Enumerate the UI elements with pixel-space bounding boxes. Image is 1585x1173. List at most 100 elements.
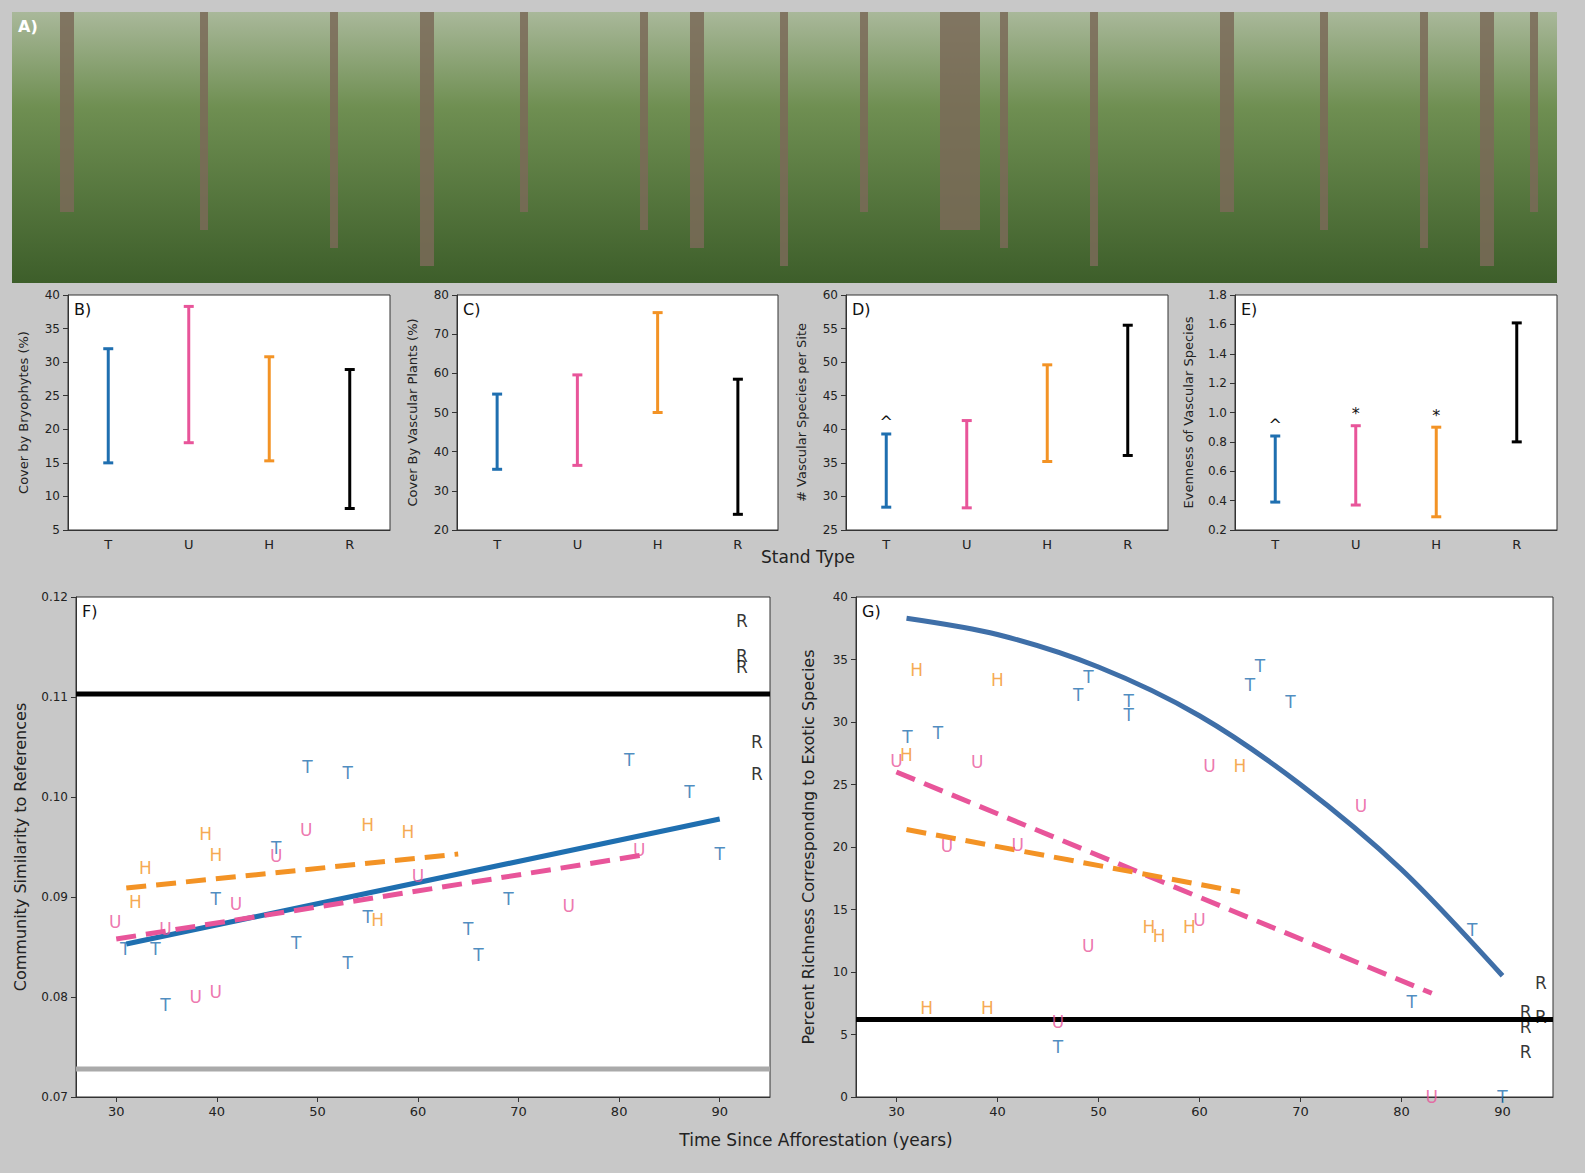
- svg-text:20: 20: [833, 840, 848, 854]
- svg-text:1.0: 1.0: [1208, 406, 1227, 420]
- svg-text:U: U: [1351, 537, 1361, 552]
- svg-text:U: U: [633, 840, 645, 860]
- svg-text:H: H: [361, 815, 374, 835]
- svg-text:U: U: [189, 987, 201, 1007]
- svg-text:H: H: [209, 845, 222, 865]
- svg-text:U: U: [1052, 1012, 1064, 1032]
- svg-text:T: T: [623, 750, 635, 770]
- svg-text:R: R: [1535, 973, 1547, 993]
- svg-text:T: T: [492, 537, 501, 552]
- svg-text:R: R: [736, 611, 748, 631]
- svg-text:R: R: [1520, 1017, 1532, 1037]
- svg-text:U: U: [1355, 796, 1367, 816]
- svg-text:H: H: [1233, 756, 1246, 776]
- svg-text:5: 5: [52, 523, 60, 537]
- svg-text:40: 40: [45, 288, 60, 302]
- svg-text:30: 30: [45, 355, 60, 369]
- svg-text:Cover By Vascular Plants (%): Cover By Vascular Plants (%): [405, 318, 420, 506]
- svg-text:H: H: [1183, 917, 1196, 937]
- svg-text:10: 10: [833, 965, 848, 979]
- svg-text:H: H: [199, 824, 212, 844]
- svg-text:H: H: [1042, 537, 1052, 552]
- svg-text:R: R: [751, 732, 763, 752]
- svg-text:T: T: [1072, 685, 1084, 705]
- svg-text:H: H: [991, 670, 1004, 690]
- svg-text:T: T: [1284, 692, 1296, 712]
- svg-text:U: U: [573, 537, 583, 552]
- svg-text:50: 50: [434, 406, 449, 420]
- svg-text:D): D): [852, 300, 871, 319]
- svg-text:T: T: [1123, 691, 1135, 711]
- svg-text:40: 40: [434, 445, 449, 459]
- svg-text:60: 60: [1191, 1104, 1208, 1119]
- svg-text:H: H: [264, 537, 274, 552]
- svg-text:*: *: [1432, 406, 1440, 425]
- svg-text:0.11: 0.11: [41, 690, 68, 704]
- svg-text:25: 25: [823, 523, 838, 537]
- svg-text:T: T: [119, 939, 131, 959]
- svg-text:F): F): [82, 602, 97, 621]
- svg-text:40: 40: [823, 422, 838, 436]
- svg-text:R: R: [1520, 1042, 1532, 1062]
- svg-text:T: T: [1496, 1087, 1508, 1107]
- svg-text:Community Similarity to Refere: Community Similarity to References: [11, 703, 30, 991]
- svg-text:T: T: [1254, 656, 1266, 676]
- svg-text:U: U: [230, 894, 242, 914]
- svg-text:H: H: [981, 998, 994, 1018]
- svg-text:Percent Richness Correspondng: Percent Richness Correspondng to Exotic …: [799, 649, 818, 1044]
- svg-text:50: 50: [309, 1104, 326, 1119]
- svg-text:20: 20: [45, 422, 60, 436]
- svg-text:H: H: [371, 910, 384, 930]
- svg-text:25: 25: [45, 389, 60, 403]
- svg-text:R: R: [736, 657, 748, 677]
- svg-text:40: 40: [209, 1104, 226, 1119]
- svg-text:0.10: 0.10: [41, 790, 68, 804]
- svg-text:45: 45: [823, 389, 838, 403]
- svg-text:R: R: [1535, 1007, 1547, 1027]
- svg-text:T: T: [1082, 667, 1094, 687]
- svg-text:H: H: [900, 745, 913, 765]
- svg-text:40: 40: [833, 590, 848, 604]
- svg-text:60: 60: [410, 1104, 427, 1119]
- svg-text:30: 30: [888, 1104, 905, 1119]
- svg-text:50: 50: [823, 355, 838, 369]
- svg-text:R: R: [345, 537, 354, 552]
- svg-text:1.6: 1.6: [1208, 317, 1227, 331]
- svg-text:80: 80: [434, 288, 449, 302]
- svg-text:Cover by Bryophytes (%): Cover by Bryophytes (%): [16, 331, 31, 494]
- svg-text:30: 30: [823, 489, 838, 503]
- svg-text:T: T: [341, 763, 353, 783]
- svg-text:H: H: [910, 660, 923, 680]
- svg-text:A): A): [18, 17, 38, 36]
- svg-text:T: T: [301, 757, 313, 777]
- svg-text:0.07: 0.07: [41, 1090, 68, 1104]
- svg-text:U: U: [971, 752, 983, 772]
- svg-text:H: H: [920, 998, 933, 1018]
- svg-text:5: 5: [840, 1028, 848, 1042]
- svg-text:T: T: [472, 945, 484, 965]
- svg-text:25: 25: [833, 778, 848, 792]
- svg-text:U: U: [1203, 756, 1215, 776]
- svg-text:0.6: 0.6: [1208, 464, 1227, 478]
- svg-text:U: U: [109, 912, 121, 932]
- svg-text:60: 60: [434, 366, 449, 380]
- svg-text:# Vascular Species per Site: # Vascular Species per Site: [794, 323, 809, 502]
- svg-text:H: H: [129, 892, 142, 912]
- svg-text:T: T: [210, 889, 222, 909]
- svg-text:50: 50: [1090, 1104, 1107, 1119]
- svg-text:T: T: [502, 889, 514, 909]
- svg-text:T: T: [714, 844, 726, 864]
- svg-text:^: ^: [1269, 415, 1282, 434]
- svg-text:0.8: 0.8: [1208, 435, 1227, 449]
- svg-text:15: 15: [833, 903, 848, 917]
- svg-text:T: T: [462, 919, 474, 939]
- svg-text:U: U: [962, 537, 972, 552]
- svg-text:H: H: [653, 537, 663, 552]
- svg-text:70: 70: [434, 327, 449, 341]
- svg-text:0.08: 0.08: [41, 990, 68, 1004]
- svg-text:H: H: [139, 858, 152, 878]
- svg-text:T: T: [1466, 920, 1478, 940]
- svg-text:C): C): [463, 300, 480, 319]
- svg-text:T: T: [159, 995, 171, 1015]
- svg-text:30: 30: [833, 715, 848, 729]
